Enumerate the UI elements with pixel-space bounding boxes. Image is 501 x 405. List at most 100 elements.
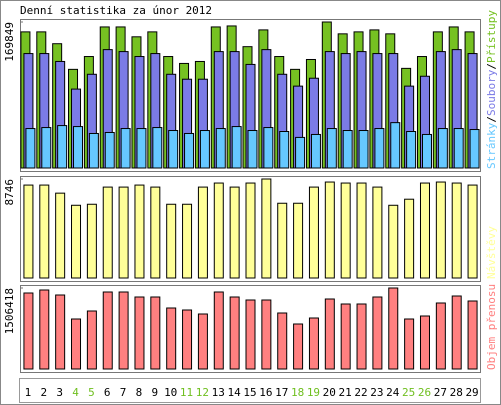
bar <box>39 184 50 279</box>
legend-entry: Přístupy <box>485 10 498 63</box>
x-tick-label: 25 <box>402 386 415 399</box>
bar <box>152 127 163 169</box>
x-tick-label: 29 <box>465 386 478 399</box>
bar <box>118 291 129 370</box>
bar <box>197 313 208 370</box>
x-tick-label: 6 <box>104 386 111 399</box>
bar <box>435 302 446 370</box>
bar <box>437 128 448 169</box>
bar <box>308 317 319 370</box>
bar <box>308 186 319 279</box>
bar <box>435 181 446 279</box>
bar <box>451 182 462 279</box>
bar <box>467 184 478 279</box>
bar <box>120 128 131 169</box>
bar <box>166 203 177 279</box>
bar <box>293 202 304 279</box>
chart-title: Denní statistika za únor 2012 <box>20 4 212 17</box>
legend-entry: Návštěvy <box>485 226 498 279</box>
legend: Stránky/Soubory/Přístupy <box>485 10 498 169</box>
x-tick-label: 10 <box>164 386 177 399</box>
bar <box>277 202 288 279</box>
bar <box>419 315 430 370</box>
y-tick-label: 169849 <box>3 22 16 62</box>
bar <box>86 203 97 279</box>
bar <box>451 295 462 370</box>
bar <box>324 298 335 370</box>
x-tick-label: 2 <box>40 386 47 399</box>
bar <box>150 186 161 279</box>
legend-entry: Soubory <box>485 69 498 116</box>
bar <box>168 130 179 169</box>
bar <box>310 133 321 169</box>
x-tick-label: 9 <box>152 386 159 399</box>
x-tick-label: 12 <box>196 386 209 399</box>
bar <box>136 128 147 169</box>
bar <box>229 296 240 370</box>
bar <box>404 318 415 370</box>
bar <box>150 296 161 370</box>
bar <box>88 132 99 169</box>
x-tick-label: 11 <box>180 386 193 399</box>
x-tick-label: 21 <box>339 386 352 399</box>
x-tick-label: 17 <box>275 386 288 399</box>
x-tick-label: 22 <box>354 386 367 399</box>
bar <box>372 296 383 370</box>
x-tick-label: 4 <box>72 386 79 399</box>
x-tick-label: 24 <box>386 386 400 399</box>
bar <box>213 182 224 279</box>
bar <box>71 318 82 370</box>
y-tick-label: 8746 <box>3 179 16 206</box>
bar <box>166 307 177 370</box>
bar <box>55 192 66 279</box>
x-label-frame <box>19 378 481 403</box>
bar <box>199 130 210 169</box>
bar <box>197 186 208 279</box>
x-tick-label: 28 <box>450 386 463 399</box>
bar <box>277 312 288 370</box>
bar <box>23 292 34 370</box>
bar <box>261 178 272 279</box>
x-tick-label: 19 <box>307 386 320 399</box>
x-tick-label: 23 <box>370 386 383 399</box>
bar <box>86 310 97 370</box>
bar <box>326 128 337 169</box>
x-tick-label: 1 <box>25 386 32 399</box>
bar <box>340 182 351 279</box>
x-tick-label: 20 <box>323 386 336 399</box>
x-tick-label: 27 <box>434 386 447 399</box>
bar <box>374 128 385 169</box>
x-tick-label: 14 <box>228 386 242 399</box>
bar <box>182 203 193 279</box>
legend-entry: Objem přenosu <box>485 284 498 370</box>
bar <box>356 182 367 279</box>
bar <box>421 133 432 169</box>
bar <box>295 136 306 169</box>
legend: Objem přenosu <box>485 284 498 370</box>
bar <box>342 130 353 169</box>
bar <box>404 198 415 279</box>
x-tick-label: 15 <box>243 386 256 399</box>
bar <box>71 204 82 279</box>
bar <box>102 186 113 279</box>
bar <box>390 122 401 169</box>
bar <box>118 186 129 279</box>
bar <box>104 131 115 169</box>
bar <box>213 291 224 370</box>
bar <box>388 287 399 370</box>
bar <box>102 291 113 370</box>
x-tick-label: 26 <box>418 386 431 399</box>
bar <box>182 309 193 370</box>
bar <box>279 131 290 169</box>
bar <box>293 323 304 370</box>
bar <box>73 126 84 169</box>
bar <box>358 130 369 169</box>
bar <box>184 132 195 169</box>
legend-separator: / <box>485 116 498 123</box>
y-tick-label: 1506418 <box>3 288 16 334</box>
bar <box>134 184 145 279</box>
bar <box>469 129 480 169</box>
bar <box>231 126 242 169</box>
bar <box>453 128 464 169</box>
x-tick-label: 18 <box>291 386 304 399</box>
